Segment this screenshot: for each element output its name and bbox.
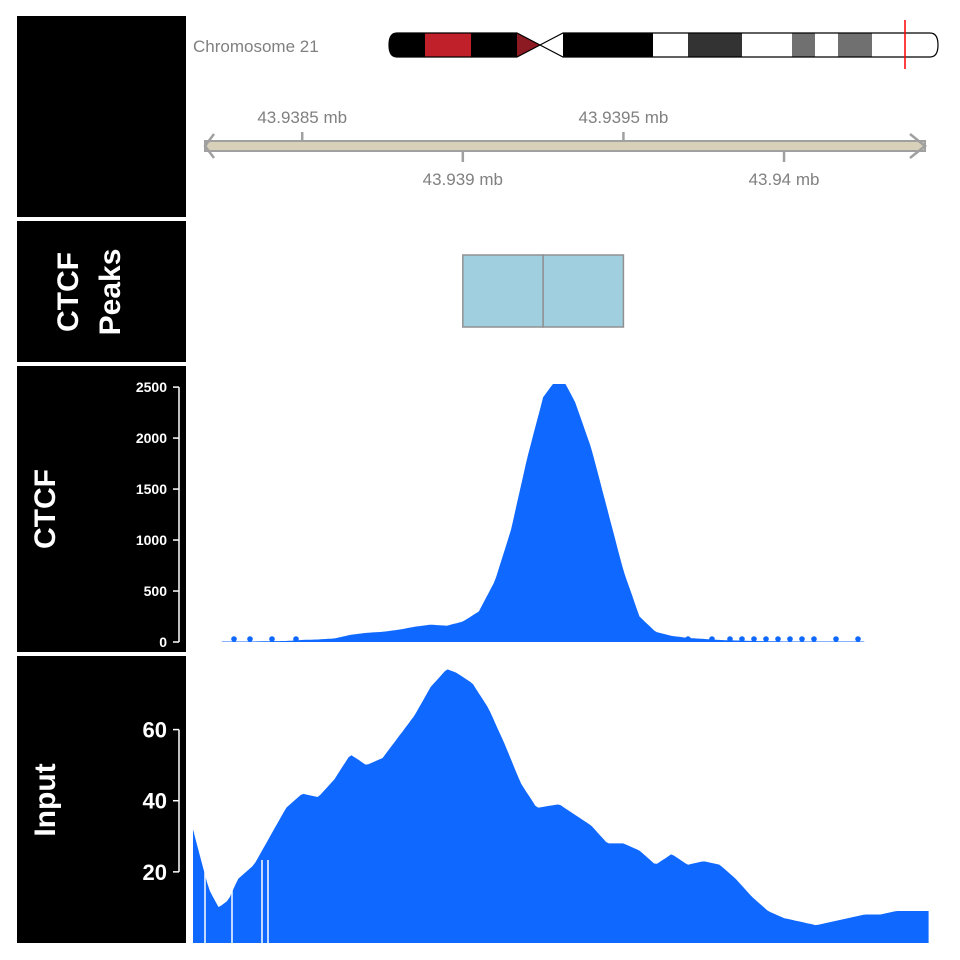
signal-point bbox=[231, 636, 237, 642]
ideogram-band bbox=[815, 33, 838, 57]
y-axis-tick-label: 40 bbox=[143, 789, 167, 814]
genome-axis-tick-label: 43.939 mb bbox=[423, 170, 503, 189]
signal-point bbox=[657, 636, 663, 642]
signal-point bbox=[709, 636, 715, 642]
peak-feature bbox=[462, 254, 544, 328]
genome-axis-arrow-right bbox=[909, 133, 928, 159]
genome-axis-arrow-left bbox=[203, 133, 215, 159]
y-axis-tick-label: 0 bbox=[159, 634, 167, 650]
track-title-ctcf-peaks: CTCF Peaks bbox=[52, 249, 127, 336]
ideogram-band bbox=[688, 33, 742, 57]
ideogram-band bbox=[517, 33, 540, 57]
y-axis-tick-label: 20 bbox=[143, 860, 167, 885]
ideogram-band bbox=[389, 33, 425, 57]
signal-point bbox=[833, 636, 839, 642]
ideogram-band bbox=[471, 33, 517, 57]
ideogram: Chromosome 21 bbox=[193, 20, 939, 69]
signal-point bbox=[763, 636, 769, 642]
ideogram-band bbox=[563, 33, 653, 57]
peaks-title-panel bbox=[17, 221, 186, 362]
ideogram-band bbox=[653, 33, 688, 57]
signal-point bbox=[811, 636, 817, 642]
ideogram-band bbox=[425, 33, 471, 57]
signal-point bbox=[269, 636, 275, 642]
axis-title-panel bbox=[17, 16, 186, 217]
y-axis-tick-label: 2500 bbox=[136, 379, 167, 395]
signal-point bbox=[685, 636, 691, 642]
ideogram-band bbox=[540, 33, 563, 57]
y-axis-tick-label: 1000 bbox=[136, 532, 167, 548]
signal-point bbox=[775, 636, 781, 642]
ctcf-signal-track: 0 500 1000 1500 2000 2500 bbox=[136, 379, 865, 650]
signal-point bbox=[739, 636, 745, 642]
genome-axis-tick-label: 43.9385 mb bbox=[257, 108, 347, 127]
signal-point bbox=[669, 636, 675, 642]
genome-axis: 43.9385 mb 43.9395 mb 43.939 mb 43.94 mb bbox=[203, 108, 928, 189]
signal-point bbox=[799, 636, 805, 642]
ideogram-band bbox=[838, 33, 872, 57]
genome-axis-tick-label: 43.9395 mb bbox=[579, 108, 669, 127]
y-axis-tick-label: 60 bbox=[143, 718, 167, 743]
y-axis-tick-label: 500 bbox=[144, 583, 168, 599]
ideogram-band bbox=[742, 33, 792, 57]
track-title-input: Input bbox=[29, 763, 62, 836]
signal-point bbox=[855, 636, 861, 642]
chromosome-label: Chromosome 21 bbox=[193, 37, 319, 56]
y-axis-tick-label: 1500 bbox=[136, 481, 167, 497]
signal-area bbox=[221, 384, 865, 642]
ctcf-title-panel bbox=[17, 366, 186, 652]
genome-axis-bar bbox=[204, 140, 926, 152]
signal-point bbox=[751, 636, 757, 642]
peak-feature bbox=[542, 254, 625, 328]
signal-area bbox=[193, 669, 929, 943]
ctcf-peaks-track bbox=[462, 254, 625, 328]
signal-point bbox=[787, 636, 793, 642]
signal-point bbox=[727, 636, 733, 642]
signal-point bbox=[293, 636, 299, 642]
genome-axis-tick-label: 43.94 mb bbox=[749, 170, 820, 189]
input-signal-track: 20 40 60 bbox=[143, 669, 929, 943]
track-title-ctcf: CTCF bbox=[29, 469, 62, 549]
ideogram-outline bbox=[388, 32, 939, 58]
ideogram-band bbox=[792, 33, 815, 57]
ideogram-bands bbox=[389, 33, 938, 57]
input-title-panel bbox=[17, 656, 186, 943]
y-axis-tick-label: 2000 bbox=[136, 430, 167, 446]
signal-point bbox=[247, 636, 253, 642]
